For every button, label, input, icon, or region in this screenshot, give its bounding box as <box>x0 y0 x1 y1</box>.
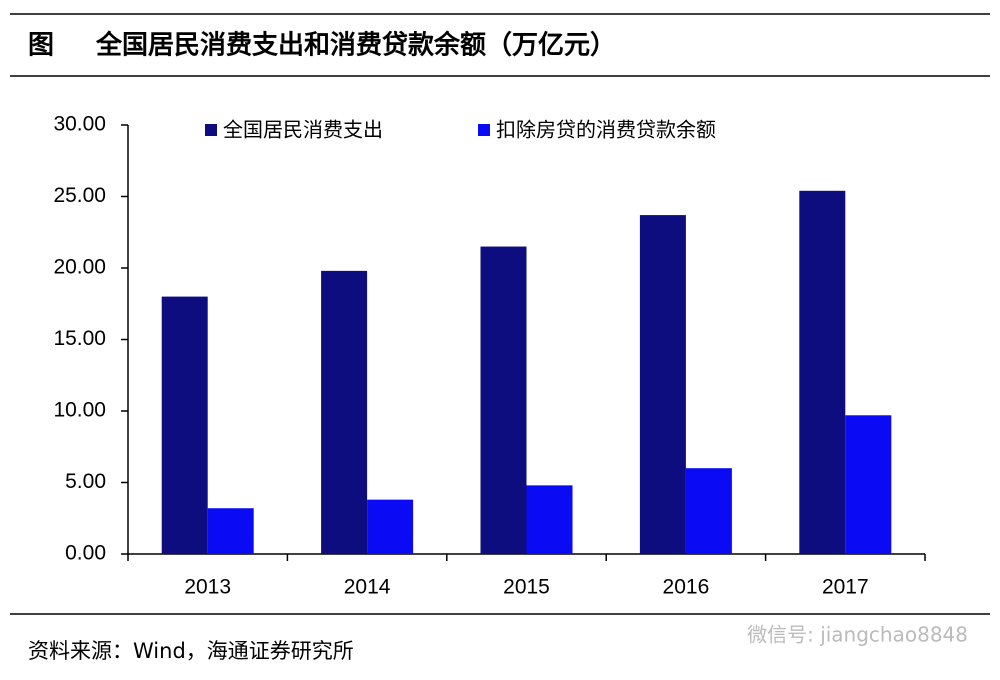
bar <box>161 296 208 554</box>
y-tick-label: 30.00 <box>53 113 106 136</box>
bar <box>526 485 573 554</box>
bar <box>321 270 368 554</box>
figure-label: 图 <box>28 31 54 61</box>
x-tick-label: 2014 <box>344 576 391 599</box>
legend-swatch <box>478 124 490 136</box>
x-tick-label: 2016 <box>663 576 710 599</box>
bar <box>367 499 414 554</box>
y-tick-label: 5.00 <box>65 470 106 493</box>
y-tick-label: 20.00 <box>53 256 106 279</box>
y-tick-label: 10.00 <box>53 399 106 422</box>
y-tick-label: 25.00 <box>53 184 106 207</box>
bar <box>480 246 527 555</box>
bar <box>845 415 892 554</box>
legend-label: 全国居民消费支出 <box>223 118 383 142</box>
bar <box>685 468 732 554</box>
x-tick-label: 2017 <box>822 576 869 599</box>
chart-title: 全国居民消费支出和消费贷款余额（万亿元） <box>95 30 616 61</box>
x-tick-label: 2015 <box>503 576 550 599</box>
x-tick-label: 2013 <box>184 576 231 599</box>
bar <box>207 508 254 554</box>
legend-swatch <box>205 124 217 136</box>
source: 资料来源：Wind，海通证券研究所 <box>28 639 354 663</box>
y-tick-label: 15.00 <box>53 327 106 350</box>
legend-label: 扣除房贷的消费贷款余额 <box>496 118 716 142</box>
bar <box>639 215 686 554</box>
bar <box>799 190 846 554</box>
watermark: 微信号: jiangchao8848 <box>747 623 968 647</box>
y-tick-label: 0.00 <box>65 542 106 565</box>
